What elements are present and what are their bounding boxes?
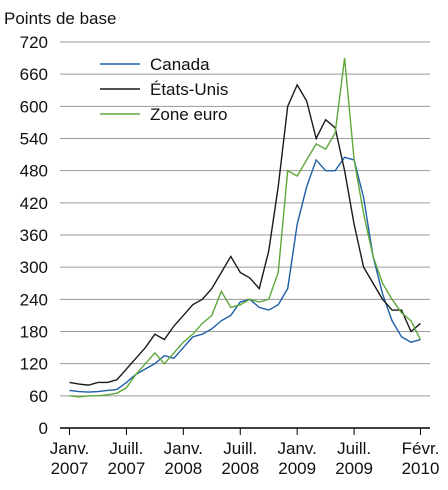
legend-label: Zone euro (150, 105, 228, 124)
chart-title: Points de base (4, 9, 116, 28)
x-tick-label: Janv. 2009 (277, 439, 316, 478)
y-tick-label: 420 (20, 194, 48, 213)
y-tick-label: 600 (20, 97, 48, 116)
y-tick-label: 0 (39, 419, 48, 438)
series-line (69, 57, 422, 398)
x-tick-label: Févr. 2010 (402, 439, 440, 478)
x-tick-label: Juill. 2007 (107, 439, 145, 478)
y-tick-label: 720 (20, 33, 48, 52)
legend-label: Canada (150, 55, 210, 74)
y-tick-label: 180 (20, 323, 48, 342)
y-tick-label: 240 (20, 290, 48, 309)
x-tick-label: Juill. 2008 (221, 439, 259, 478)
y-tick-label: 480 (20, 162, 48, 181)
x-tick-label: Juill. 2009 (335, 439, 373, 478)
y-tick-label: 60 (29, 387, 48, 406)
x-tick-label: Janv. 2008 (164, 439, 203, 478)
y-tick-label: 120 (20, 355, 48, 374)
x-tick-label: Janv. 2007 (50, 439, 89, 478)
legend-label: États-Unis (150, 80, 228, 99)
series-line (69, 156, 421, 393)
y-tick-label: 540 (20, 130, 48, 149)
y-tick-label: 360 (20, 226, 48, 245)
series-line (69, 83, 421, 386)
y-tick-label: 300 (20, 258, 48, 277)
y-tick-label: 660 (20, 65, 48, 84)
